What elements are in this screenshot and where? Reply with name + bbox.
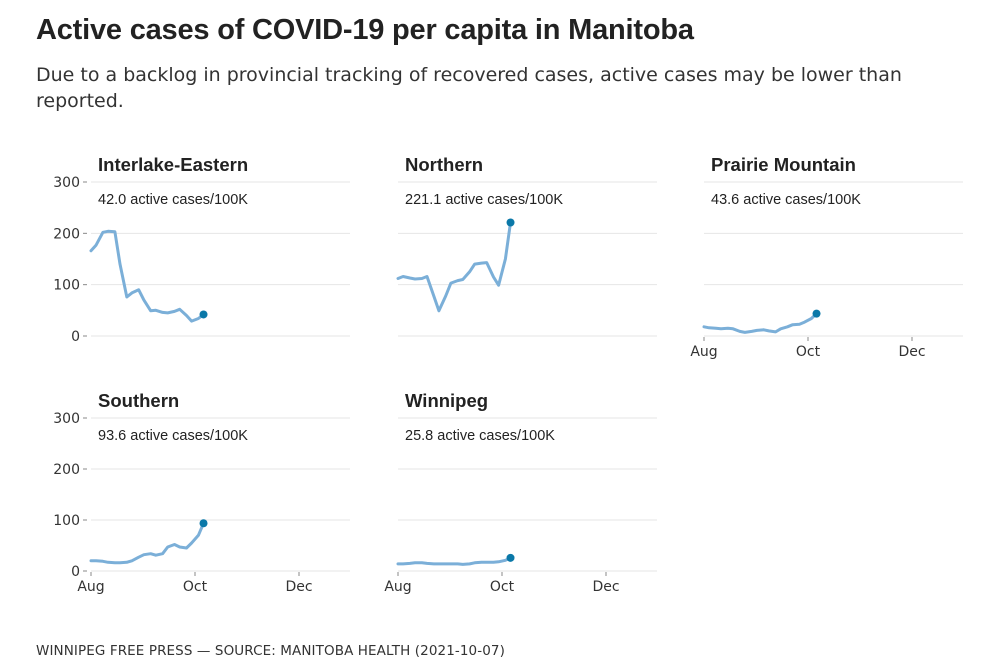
y-tick-label: 0: [71, 329, 80, 345]
x-tick-label: Aug: [77, 579, 104, 595]
panel-latest-value: 25.8 active cases/100K: [405, 428, 555, 444]
series-line: [396, 556, 512, 566]
x-tick-label: Dec: [592, 579, 619, 595]
series-line: [89, 229, 205, 323]
y-tick-label: 200: [53, 226, 80, 242]
chart-title: Active cases of COVID-19 per capita in M…: [36, 14, 694, 46]
panel-title: Interlake-Eastern: [98, 154, 248, 175]
latest-point: [812, 309, 821, 318]
latest-point: [199, 310, 208, 319]
x-tick-label: Dec: [285, 579, 312, 595]
y-tick-label: 100: [53, 513, 80, 529]
y-tick-label: 100: [53, 278, 80, 294]
source-credit: WINNIPEG FREE PRESS — SOURCE: MANITOBA H…: [36, 643, 505, 659]
x-tick-label: Oct: [183, 579, 208, 595]
y-tick-label: 0: [71, 564, 80, 580]
latest-point: [506, 553, 515, 562]
x-tick-label: Oct: [490, 579, 515, 595]
panel-title: Southern: [98, 390, 179, 411]
y-tick-label: 300: [53, 411, 80, 427]
panel-title: Winnipeg: [405, 390, 488, 411]
panel-latest-value: 221.1 active cases/100K: [405, 192, 563, 208]
panel-title: Northern: [405, 154, 483, 175]
panel-latest-value: 43.6 active cases/100K: [711, 192, 861, 208]
series-line: [89, 521, 205, 565]
series-line: [396, 221, 512, 313]
series-line: [702, 312, 818, 334]
panel-latest-value: 93.6 active cases/100K: [98, 428, 248, 444]
y-tick-label: 200: [53, 462, 80, 478]
x-tick-label: Aug: [384, 579, 411, 595]
x-tick-label: Oct: [796, 344, 821, 360]
chart-subtitle: Due to a backlog in provincial tracking …: [36, 64, 902, 112]
x-tick-label: Dec: [898, 344, 925, 360]
latest-point: [199, 519, 208, 528]
y-tick-label: 300: [53, 175, 80, 191]
panel-latest-value: 42.0 active cases/100K: [98, 192, 248, 208]
panel-title: Prairie Mountain: [711, 154, 856, 175]
latest-point: [506, 218, 515, 227]
x-tick-label: Aug: [690, 344, 717, 360]
